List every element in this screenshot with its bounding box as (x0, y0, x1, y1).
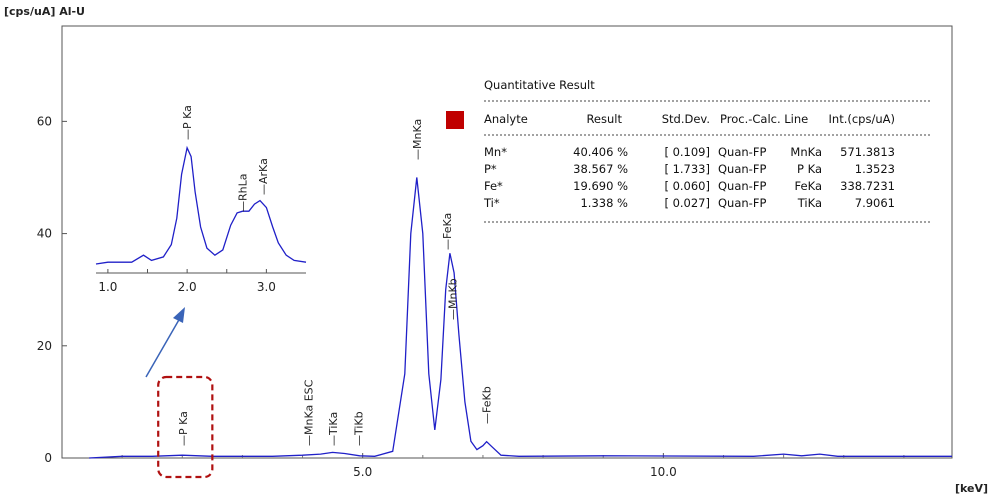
peak-label: —P Ka (177, 411, 190, 446)
plot-frame (61, 25, 953, 459)
svg-text:[cps/uA] Al-U: [cps/uA] Al-U (4, 5, 85, 18)
x-unit-label: [keV] (955, 482, 988, 495)
main-series (89, 177, 952, 459)
spectrum-line (89, 177, 952, 459)
table-cell: Mn* (484, 145, 507, 159)
table-header-cell: Analyte (484, 112, 528, 126)
inset-spectrum-line (95, 145, 307, 265)
peak-label: —MnKa (411, 119, 424, 160)
zoom-arrow-head (173, 307, 185, 323)
table-cell: [ 0.027] (664, 196, 710, 210)
table-row: Ti* 1.338 % [ 0.027] Quan-FP TiKa 7.9061 (483, 196, 895, 210)
y-axis: 0 20 40 60 (37, 114, 67, 465)
legend-swatch (446, 111, 464, 129)
table-row: Fe* 19.690 % [ 0.060] Quan-FP FeKa 338.7231 (484, 179, 895, 193)
table-cell: [ 0.109] (664, 145, 710, 159)
peak-label: —MnKa ESC (303, 379, 316, 446)
table-header-cell: Result (586, 112, 622, 126)
table-title: Quantitative Result (484, 78, 595, 92)
inset-peak-label: —RhLa (237, 174, 250, 212)
x-tick-label: 10.0 (650, 465, 677, 479)
table-header-cell: Int.(cps/uA) (829, 112, 895, 126)
table-cell: P Ka (797, 162, 822, 176)
y-tick-label: 40 (37, 227, 52, 241)
table-cell: Quan-FP (718, 145, 766, 159)
table-cell: TiKa (797, 196, 822, 210)
table-cell: [ 0.060] (664, 179, 710, 193)
peak-label: —MnKb (446, 278, 459, 320)
table-cell: Quan-FP (718, 162, 766, 176)
inset-chart: 1.0 2.0 3.0 —P Ka —RhLa —ArKa (95, 105, 307, 294)
table-cell: FeKa (795, 179, 822, 193)
table-row: Mn* 40.406 % [ 0.109] Quan-FP MnKa 571.3813 (484, 145, 895, 159)
table-cell: 7.9061 (855, 196, 895, 210)
peak-label: —TiKb (353, 411, 366, 446)
highlight-region (145, 307, 214, 479)
table-cell: [ 1.733] (664, 162, 710, 176)
table-cell: Quan-FP (718, 196, 766, 210)
table-cell: 571.3813 (840, 145, 895, 159)
table-header-cell: Std.Dev. (662, 112, 710, 126)
zoom-arrow-line (145, 317, 181, 378)
x-tick-label: 5.0 (353, 465, 372, 479)
peak-label: —FeKb (481, 386, 494, 424)
table-cell: Ti* (483, 196, 500, 210)
peak-labels: —P Ka —MnKa ESC —TiKa —TiKb —MnKa —FeKa —MnKb —… (177, 119, 494, 446)
table-cell: Quan-FP (718, 179, 766, 193)
peak-label: —TiKa (327, 412, 340, 446)
table-cell: 1.3523 (855, 162, 895, 176)
y-tick-label: 0 (44, 451, 52, 465)
highlight-box (157, 375, 214, 479)
table-cell: Fe* (484, 179, 503, 193)
inset-tick-label: 3.0 (257, 280, 276, 294)
table-header-row: Analyte Result Std.Dev. Proc.-Calc. Line Int… (484, 112, 895, 126)
y-tick-label: 20 (37, 339, 52, 353)
table-cell: MnKa (790, 145, 822, 159)
inset-tick-label: 2.0 (178, 280, 197, 294)
table-body: Mn* 40.406 % [ 0.109] Quan-FP MnKa 571.3813 P*… (483, 145, 895, 210)
quantitative-result-table: Quantitative Result Analyte Result Std.Dev… (483, 78, 930, 223)
table-row: P* 38.567 % [ 1.733] Quan-FP P Ka 1.3523 (484, 162, 895, 176)
inset-peak-label: —P Ka (181, 105, 194, 140)
table-header-cell: Proc.-Calc. Line (720, 112, 808, 126)
inset-tick-label: 1.0 (98, 280, 117, 294)
table-cell: 38.567 % (573, 162, 628, 176)
peak-label: —FeKa (441, 213, 454, 250)
table-cell: 19.690 % (573, 179, 628, 193)
table-cell: P* (484, 162, 497, 176)
inset-peak-label: —ArKa (257, 158, 270, 195)
y-tick-label: 60 (37, 114, 52, 128)
table-cell: 338.7231 (840, 179, 895, 193)
table-cell: 1.338 % (580, 196, 628, 210)
y-unit-label: [cps/uA] (4, 5, 55, 18)
table-cell: 40.406 % (573, 145, 628, 159)
spectrum-title: Al-U (59, 5, 85, 18)
